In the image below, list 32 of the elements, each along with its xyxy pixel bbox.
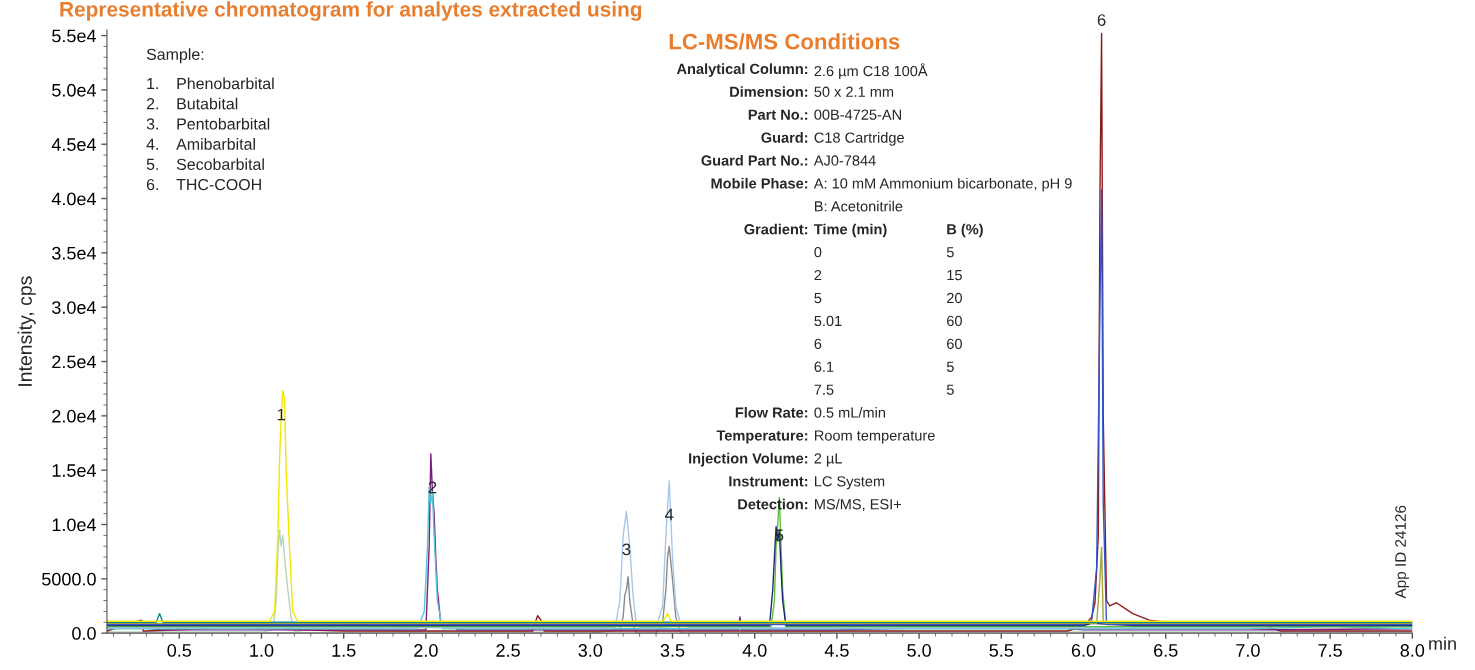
y-axis-title: Intensity, cps bbox=[17, 276, 36, 386]
annotation: 6 bbox=[1097, 14, 1106, 26]
x-axis-title: min bbox=[1429, 636, 1456, 650]
x-tick-label: 5.5 bbox=[989, 644, 1014, 657]
x-tick-label: 7.0 bbox=[1236, 644, 1260, 657]
x-tick-label: 0.5 bbox=[167, 644, 192, 657]
chart-title: Representative chromatogram for analytes extracted using bbox=[60, 1, 642, 21]
x-tick-label: 3.0 bbox=[578, 644, 603, 657]
y-tick-label: 5.5e4 bbox=[52, 29, 96, 43]
y-tick-label: 2.5e4 bbox=[52, 355, 96, 369]
y-tick-label: 3.5e4 bbox=[52, 246, 96, 260]
x-tick-label: 8.0 bbox=[1400, 644, 1425, 657]
x-tick-label: 2.0 bbox=[414, 644, 438, 657]
x-tick-label: 2.5 bbox=[496, 644, 520, 657]
x-tick-label: 5.0 bbox=[907, 644, 931, 657]
y-tick-label: 2.0e4 bbox=[52, 409, 96, 423]
y-tick-label: 1.0e4 bbox=[52, 518, 96, 532]
y-tick-label: 4.0e4 bbox=[51, 192, 96, 206]
x-tick-label: 7.5 bbox=[1318, 644, 1342, 657]
y-tick-label: 0.0 bbox=[72, 627, 96, 640]
x-tick-label: 1.0 bbox=[250, 644, 274, 657]
y-tick-label: 5000.0 bbox=[42, 572, 96, 586]
y-tick-label: 4.5e4 bbox=[51, 138, 96, 151]
x-tick-label: 1.5 bbox=[332, 644, 356, 657]
x-tick-label: 4.5 bbox=[824, 644, 849, 657]
y-tick-label: 5.0e4 bbox=[52, 83, 96, 97]
x-tick-label: 6.5 bbox=[1154, 644, 1178, 657]
x-tick-label: 3.5 bbox=[660, 644, 685, 657]
x-tick-label: 6.0 bbox=[1071, 644, 1096, 657]
x-tick-label: 4.0 bbox=[742, 644, 767, 657]
y-tick-label: 1.5e4 bbox=[52, 464, 96, 477]
y-tick-label: 3.0e4 bbox=[52, 301, 96, 314]
